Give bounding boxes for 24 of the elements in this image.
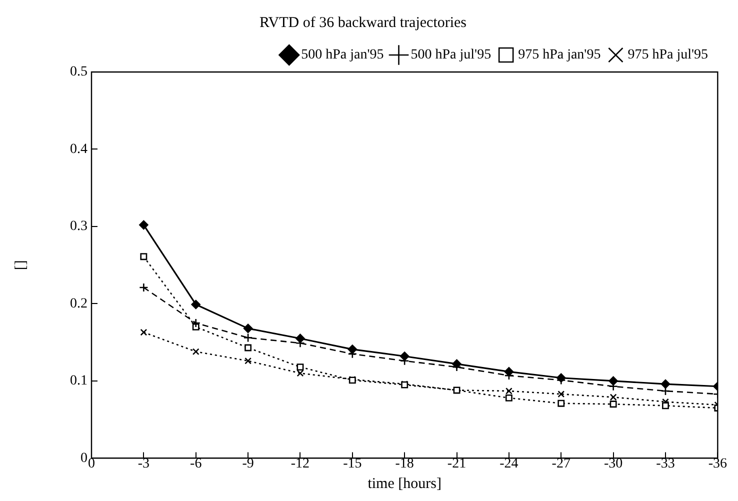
x-tick-label: -24 xyxy=(500,456,518,472)
x-tick-label: -33 xyxy=(656,456,675,472)
x-tick-label: -6 xyxy=(190,456,202,472)
legend-label: 500 hPa jul'95 xyxy=(410,48,492,63)
y-tick-label: 0.1 xyxy=(70,374,88,389)
x-tick-label: -18 xyxy=(395,456,414,472)
chart-title: RVTD of 36 backward trajectories xyxy=(259,14,467,31)
legend-label: 975 hPa jul'95 xyxy=(628,48,708,63)
legend-label: 500 hPa jan'95 xyxy=(301,48,384,63)
x-tick-label: -12 xyxy=(290,456,310,472)
y-axis-title: [] xyxy=(12,260,29,270)
y-tick-label: 0.2 xyxy=(70,296,88,312)
x-tick-label: -3 xyxy=(138,456,150,472)
x-tick-label: -15 xyxy=(343,456,362,472)
x-tick-label: -9 xyxy=(242,456,254,472)
legend-label: 975 hPa jan'95 xyxy=(518,48,601,63)
y-tick-label: 0.3 xyxy=(70,219,88,234)
y-tick-label: 0.4 xyxy=(70,142,88,157)
y-tick-label: 0.5 xyxy=(70,64,88,80)
x-tick-label: -36 xyxy=(708,456,728,472)
x-tick-label: -27 xyxy=(552,456,570,472)
x-tick-label: -30 xyxy=(604,456,623,472)
x-axis-title: time [hours] xyxy=(368,476,442,492)
x-tick-label: -21 xyxy=(447,456,466,472)
